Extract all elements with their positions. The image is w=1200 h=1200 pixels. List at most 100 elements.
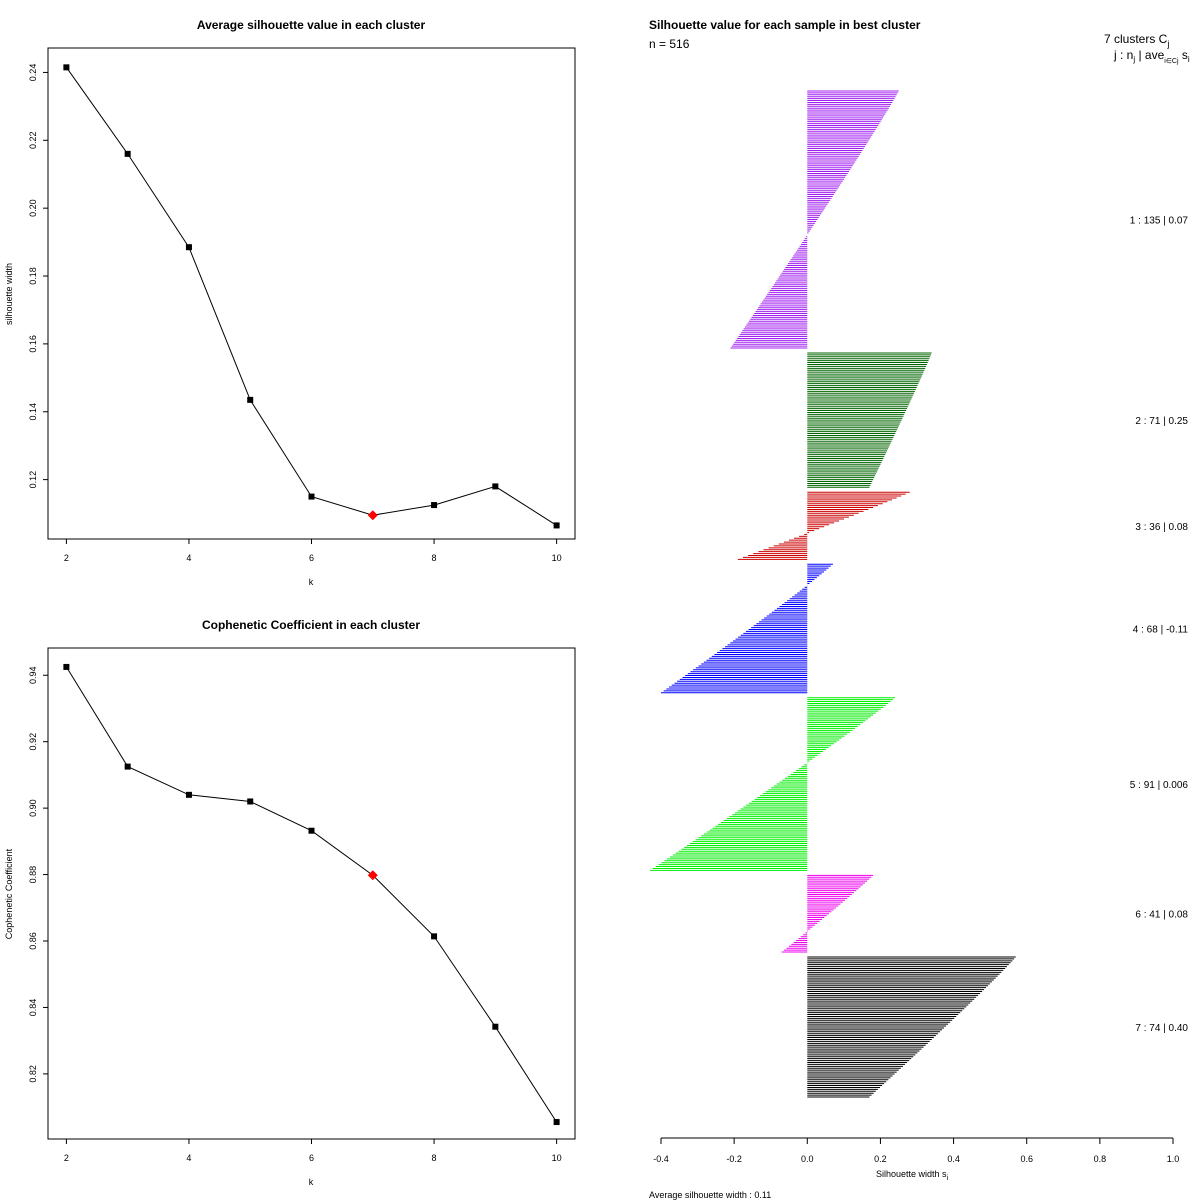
data-point — [431, 502, 438, 509]
x-tick-label: 6 — [309, 553, 314, 563]
cluster-1-bars — [730, 90, 899, 349]
y-tick-label: 0.14 — [28, 403, 38, 421]
data-point — [63, 663, 70, 670]
data-point — [308, 493, 315, 500]
y-tick-label: 0.82 — [28, 1065, 38, 1083]
silhouette-bars — [650, 90, 1016, 1098]
x-tick-label: 2 — [64, 1153, 69, 1163]
data-point — [492, 483, 499, 490]
average-silhouette-footer: Average silhouette width : 0.11 — [649, 1190, 771, 1200]
x-tick-label: 10 — [552, 1153, 562, 1163]
data-point — [124, 763, 131, 770]
plot-frame — [47, 647, 576, 1140]
x-tick-label: 4 — [186, 553, 191, 563]
data-point — [185, 244, 192, 251]
legend-header-text: 7 clusters C — [1104, 32, 1168, 46]
x-axis-label: k — [309, 577, 314, 587]
legend-header: 7 clusters Cj — [1104, 32, 1169, 49]
data-point — [124, 150, 131, 157]
data-point — [247, 396, 254, 403]
legend-subheader-text: j : n — [1113, 48, 1133, 62]
cluster-6-bars — [781, 874, 874, 953]
x-tick-label: 10 — [552, 553, 562, 563]
series-line — [65, 666, 558, 1123]
data-point — [553, 1119, 560, 1126]
x-tick-label: 0.4 — [947, 1154, 960, 1164]
x-tick-label: 8 — [432, 1153, 437, 1163]
x-ticks: 2 4 6 8 10 — [64, 539, 562, 563]
cluster-label: 2 : 71 | 0.25 — [1135, 416, 1188, 427]
y-tick-label: 0.92 — [28, 733, 38, 751]
legend-subheader-sub2: i∈Cj — [1164, 58, 1179, 65]
data-point — [431, 933, 438, 940]
x-tick-label: 2 — [64, 553, 69, 563]
highlight-point — [367, 510, 378, 521]
x-axis-label-text: Silhouette width s — [876, 1169, 947, 1179]
series-line — [65, 67, 557, 526]
cophenetic-line-chart: Cophenetic Coefficient in each cluster k… — [4, 618, 576, 1187]
legend-header-sub: j — [1166, 39, 1169, 49]
y-tick-label: 0.16 — [28, 335, 38, 353]
legend-subheader-sub3: i — [1188, 55, 1190, 64]
x-tick-label: 0.0 — [801, 1154, 814, 1164]
y-axis-label: Cophenetic Coefficient — [4, 848, 14, 939]
y-tick-label: 0.90 — [28, 799, 38, 817]
data-point — [63, 64, 70, 71]
x-axis-label: k — [309, 1177, 314, 1187]
highlight-point — [367, 870, 378, 881]
cluster-label: 5 : 91 | 0.006 — [1130, 780, 1189, 791]
legend-subheader-sub: j — [1132, 55, 1135, 64]
cluster-2-bars — [807, 352, 932, 488]
data-point — [492, 1023, 499, 1030]
data-point — [553, 522, 560, 529]
x-ticks: -0.4 -0.2 0.0 0.2 0.4 0.6 0.8 1.0 — [653, 1138, 1179, 1164]
y-tick-label: 0.18 — [28, 267, 38, 285]
data-point — [247, 798, 254, 805]
silhouette-line-chart: Average silhouette value in each cluster… — [4, 18, 576, 587]
cluster-label: 4 : 68 | -0.11 — [1133, 625, 1189, 636]
data-point — [185, 791, 192, 798]
cluster-3-bars — [737, 491, 910, 560]
series-points — [63, 663, 560, 1126]
x-tick-label: 0.2 — [874, 1154, 887, 1164]
y-tick-label: 0.24 — [28, 64, 38, 82]
x-ticks: 2 4 6 8 10 — [64, 1139, 562, 1163]
cluster-labels: 1 : 135 | 0.07 2 : 71 | 0.25 3 : 36 | 0.08… — [1130, 216, 1189, 1035]
data-point — [308, 827, 315, 834]
y-tick-label: 0.22 — [28, 132, 38, 150]
y-tick-label: 0.86 — [28, 932, 38, 950]
x-tick-label: -0.2 — [726, 1154, 742, 1164]
x-tick-label: 0.6 — [1020, 1154, 1033, 1164]
chart-title: Cophenetic Coefficient in each cluster — [202, 618, 420, 632]
cluster-label: 6 : 41 | 0.08 — [1135, 910, 1188, 921]
silhouette-bar-chart: Silhouette value for each sample in best… — [649, 18, 1190, 1200]
x-tick-label: 1.0 — [1167, 1154, 1180, 1164]
y-tick-label: 0.94 — [28, 666, 38, 684]
cluster-label: 1 : 135 | 0.07 — [1130, 216, 1189, 227]
cluster-5-bars — [650, 697, 896, 871]
legend-subheader-text3: s — [1179, 48, 1188, 62]
x-tick-label: 8 — [432, 553, 437, 563]
cluster-4-bars — [661, 563, 833, 694]
plot-frame — [47, 47, 576, 540]
x-axis-label: Silhouette width si — [876, 1169, 949, 1182]
y-tick-label: 0.12 — [28, 471, 38, 489]
x-tick-label: 6 — [309, 1153, 314, 1163]
x-tick-label: 4 — [186, 1153, 191, 1163]
y-tick-label: 0.20 — [28, 199, 38, 217]
y-ticks: 0.82 0.84 0.86 0.88 0.90 0.92 0.94 — [28, 666, 48, 1083]
legend-subheader-text2: | ave — [1135, 48, 1164, 62]
y-axis-label: silhouette width — [4, 263, 14, 325]
chart-title: Average silhouette value in each cluster — [197, 18, 426, 32]
cluster-label: 3 : 36 | 0.08 — [1135, 522, 1188, 533]
cluster-7-bars — [807, 956, 1016, 1098]
x-tick-label: -0.4 — [653, 1154, 669, 1164]
y-ticks: 0.12 0.14 0.16 0.18 0.20 0.22 0.24 — [28, 64, 48, 489]
y-tick-label: 0.88 — [28, 866, 38, 884]
legend-subheader: j : nj | avei∈Cj si — [1113, 48, 1190, 65]
series-points — [63, 64, 560, 529]
x-axis-label-sub: i — [946, 1175, 948, 1182]
x-tick-label: 0.8 — [1094, 1154, 1107, 1164]
y-tick-label: 0.84 — [28, 999, 38, 1017]
